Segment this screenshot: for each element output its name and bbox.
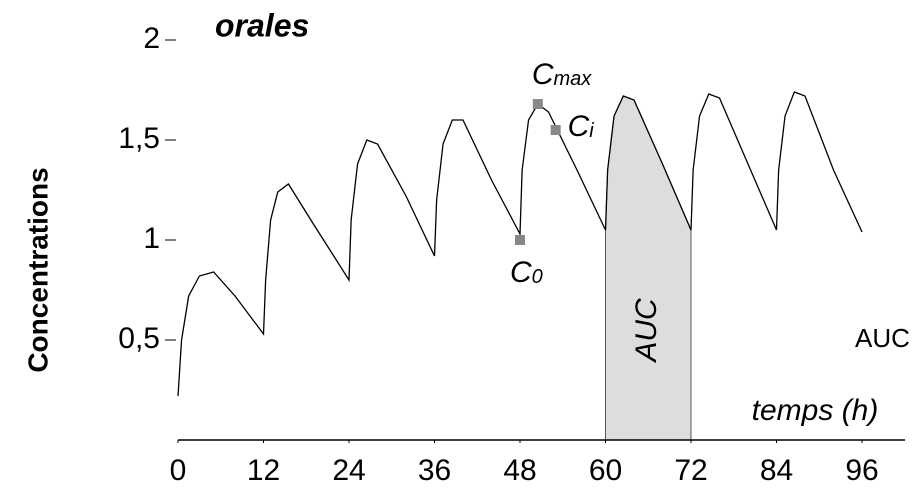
marker [550,125,561,135]
x-axis-label: temps (h) [752,394,879,427]
curve [177,91,863,397]
x-tick-label: 36 [418,454,451,487]
y-axis-label: Concentrations [22,167,53,372]
x-tick-label: 60 [589,454,622,487]
x-tick-label: 96 [845,454,878,487]
x-tick-label: 84 [760,454,793,487]
marker-label-sub: i [589,120,594,142]
chart-title: orales [215,7,309,43]
auc-label: AUC [630,298,663,364]
x-tick-label: 72 [674,454,707,487]
y-tick-label: 1,5 [118,122,160,155]
x-tick-label: 0 [170,454,187,487]
marker [532,99,543,109]
auc-area [605,95,692,441]
marker-label-main: C [510,256,532,289]
y-tick-label: 0,5 [118,322,160,355]
y-tick-label: 1 [143,222,160,255]
marker-label: Cmax [532,58,592,91]
marker-label-main: C [532,58,554,91]
marker-label-sub: 0 [532,266,543,288]
y-tick-label: 2 [143,22,160,55]
marker-label: Ci [568,110,595,143]
x-tick-label: 24 [332,454,365,487]
x-tick-label: 12 [247,454,280,487]
side-note: AUC [855,323,910,353]
x-tick-label: 48 [503,454,536,487]
marker [515,235,525,245]
marker-label-main: C [568,110,590,143]
marker-label-sub: max [553,68,592,90]
marker-label: C0 [510,256,543,289]
